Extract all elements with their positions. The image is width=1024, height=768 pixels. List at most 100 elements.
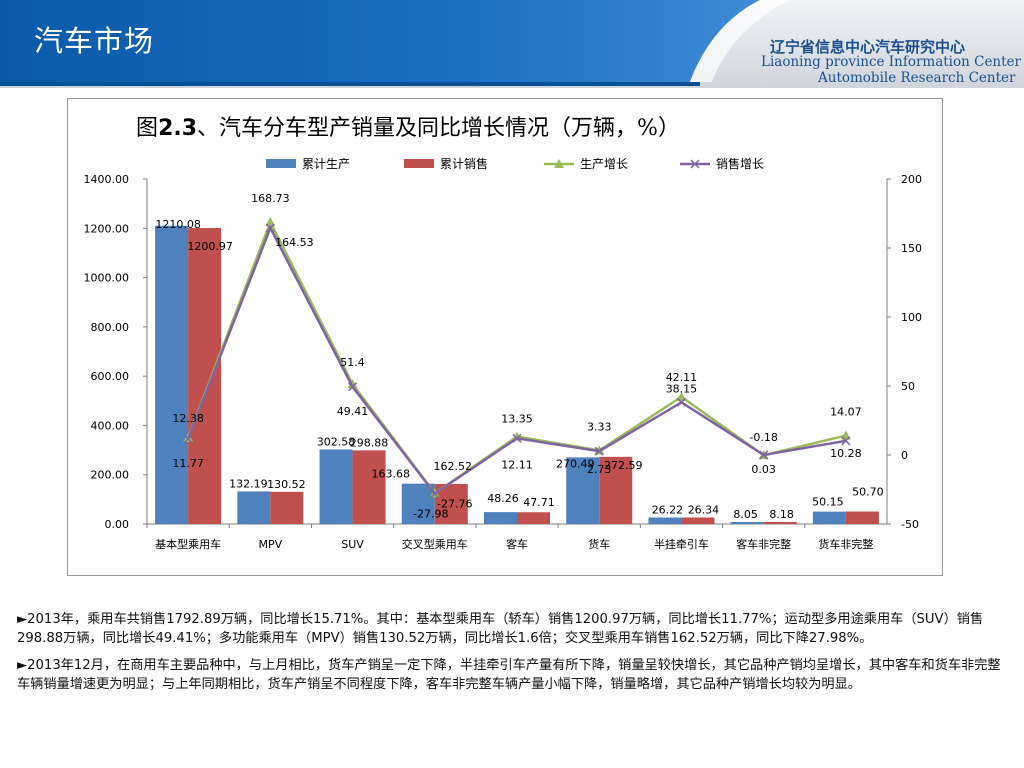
legend-label: 生产增长	[580, 157, 628, 171]
chart-canvas: 图2.3、汽车分车型产销量及同比增长情况（万辆，%） 0.00 200.00 400…	[84, 116, 923, 551]
bar-label-production: 270.49	[556, 457, 595, 470]
header-banner: 汽车市场 辽宁省信息中心汽车研究中心 Liaoning province Inf…	[0, 0, 1024, 88]
left-tick-label: 600.00	[91, 370, 130, 383]
category-label: 交叉型乘用车	[402, 537, 468, 551]
chart-plot-area: 0.00 200.00 400.00 600.00 800.00 1000.00 1200.…	[84, 156, 923, 551]
line-label-production-growth: 3.33	[587, 420, 612, 433]
bar-production	[484, 512, 517, 524]
bar-label-sales: 162.52	[434, 460, 473, 473]
left-tick-label: 400.00	[91, 419, 130, 432]
bar-sales	[763, 521, 797, 524]
line-label-sales-growth: 38.15	[666, 382, 698, 395]
right-tick-label: 100	[901, 311, 922, 324]
bar-production	[401, 483, 435, 524]
category-label: SUV	[341, 538, 364, 551]
left-tick-label: 1400.00	[84, 173, 130, 186]
line-label-production-growth: 13.35	[501, 413, 533, 426]
bar-sales	[352, 450, 386, 524]
bar-sales	[517, 512, 550, 524]
left-tick-label: 800.00	[91, 321, 130, 334]
sales-growth-point	[759, 450, 769, 460]
left-tick-label: 200.00	[91, 469, 130, 482]
production-growth-point	[347, 379, 358, 389]
line-label-production-growth: -0.18	[749, 431, 777, 444]
left-tick-label: 1200.00	[84, 222, 130, 235]
logo-org-bold: 汽车研究中心	[875, 38, 966, 56]
sales-growth-point	[348, 382, 358, 392]
category-label: 货车	[588, 537, 610, 551]
left-tick-label: 0.00	[105, 518, 130, 531]
line-label-production-growth: 168.73	[251, 192, 289, 205]
line-label-sales-growth: 49.41	[337, 405, 369, 418]
right-tick-label: -50	[901, 518, 919, 531]
bar-label-production: 8.05	[733, 508, 758, 521]
category-label: 客车非完整	[736, 537, 791, 551]
bar-label-production: 50.15	[812, 496, 844, 509]
bar-label-sales: 26.34	[688, 504, 720, 517]
line-label-sales-growth: 164.53	[275, 236, 314, 249]
category-label: 半挂牵引车	[654, 537, 709, 551]
logo-english-line2: Automobile Research Center	[818, 70, 1016, 86]
line-label-sales-growth: 11.77	[172, 457, 204, 470]
right-tick-label: 0	[901, 449, 908, 462]
line-label-sales-growth: 10.28	[830, 447, 862, 460]
line-label-sales-growth: 2.73	[587, 463, 612, 476]
bar-label-production: 26.22	[652, 504, 684, 517]
header-title: 汽车市场	[34, 24, 155, 58]
bar-label-production: 302.58	[317, 435, 356, 448]
right-tick-label: 50	[901, 380, 915, 393]
line-label-production-growth: 51.4	[340, 356, 365, 369]
note-paragraph-1: ►2013年，乘用车共销售1792.89万辆，同比增长15.71%。其中：基本型…	[17, 612, 984, 646]
sales-growth-point	[594, 446, 604, 456]
sales-growth-point	[676, 397, 686, 407]
header-background	[0, 0, 1024, 88]
bar-label-sales: 298.88	[350, 436, 389, 449]
bar-production	[812, 511, 846, 524]
bar-production	[648, 517, 682, 524]
bar-label-sales: 272.59	[604, 459, 643, 472]
legend-marker-x	[690, 159, 700, 169]
category-label: 货车非完整	[818, 537, 873, 551]
line-label-production-growth: 42.11	[666, 371, 698, 384]
line-label-sales-growth: -27.98	[413, 508, 448, 521]
bar-label-sales: 8.18	[769, 508, 794, 521]
bar-label-sales: 130.52	[267, 478, 306, 491]
left-tick-label: 1000.00	[84, 272, 130, 285]
logo-org-prefix: 辽宁省信息中心	[770, 38, 876, 56]
bar-sales	[681, 517, 715, 524]
production-growth-line	[186, 219, 847, 496]
line-label-sales-growth: 0.03	[751, 463, 776, 476]
bar-production	[237, 491, 271, 524]
legend-label: 累计生产	[302, 157, 350, 171]
bar-label-production: 48.26	[487, 492, 519, 505]
logo-org-name: 辽宁省信息中心汽车研究中心	[770, 36, 965, 57]
notes-section: ►2013年，乘用车共销售1792.89万辆，同比增长15.71%。其中：基本型…	[17, 610, 1007, 702]
category-label: MPV	[259, 538, 283, 551]
line-label-production-growth: 14.07	[830, 406, 862, 419]
category-label: 客车	[506, 537, 528, 551]
bar-production	[730, 522, 764, 524]
production-growth-point	[265, 217, 276, 227]
bar-sales	[270, 491, 304, 524]
sales-growth-point	[841, 436, 851, 446]
bar-sales	[845, 511, 879, 524]
sales-growth-point	[265, 223, 275, 233]
note-paragraph-2: ►2013年12月，在商用车主要品种中，与上月相比，货车产销呈一定下降，半挂牵引…	[17, 658, 1001, 692]
category-label: 基本型乘用车	[155, 537, 221, 551]
chart-title-rest: 、汽车分车型产销量及同比增长情况（万辆，%）	[197, 116, 680, 141]
sales-growth-point	[430, 489, 440, 499]
right-tick-label: 200	[901, 173, 922, 186]
right-tick-label: 150	[901, 242, 922, 255]
bar-label-sales: 1200.97	[187, 240, 233, 253]
sales-growth-point	[183, 434, 193, 444]
bar-label-production: 163.68	[372, 468, 411, 481]
chart-title-number: 2.3	[158, 116, 197, 141]
bar-label-sales: 47.71	[523, 496, 555, 509]
bar-label-production: 1210.08	[155, 218, 201, 231]
line-label-production-growth: -27.76	[437, 497, 472, 510]
bar-production	[155, 225, 189, 525]
bar-label-production: 132.19	[229, 477, 267, 490]
bar-sales	[599, 456, 633, 524]
bar-production	[319, 449, 353, 524]
line-label-sales-growth: 12.11	[501, 458, 533, 471]
